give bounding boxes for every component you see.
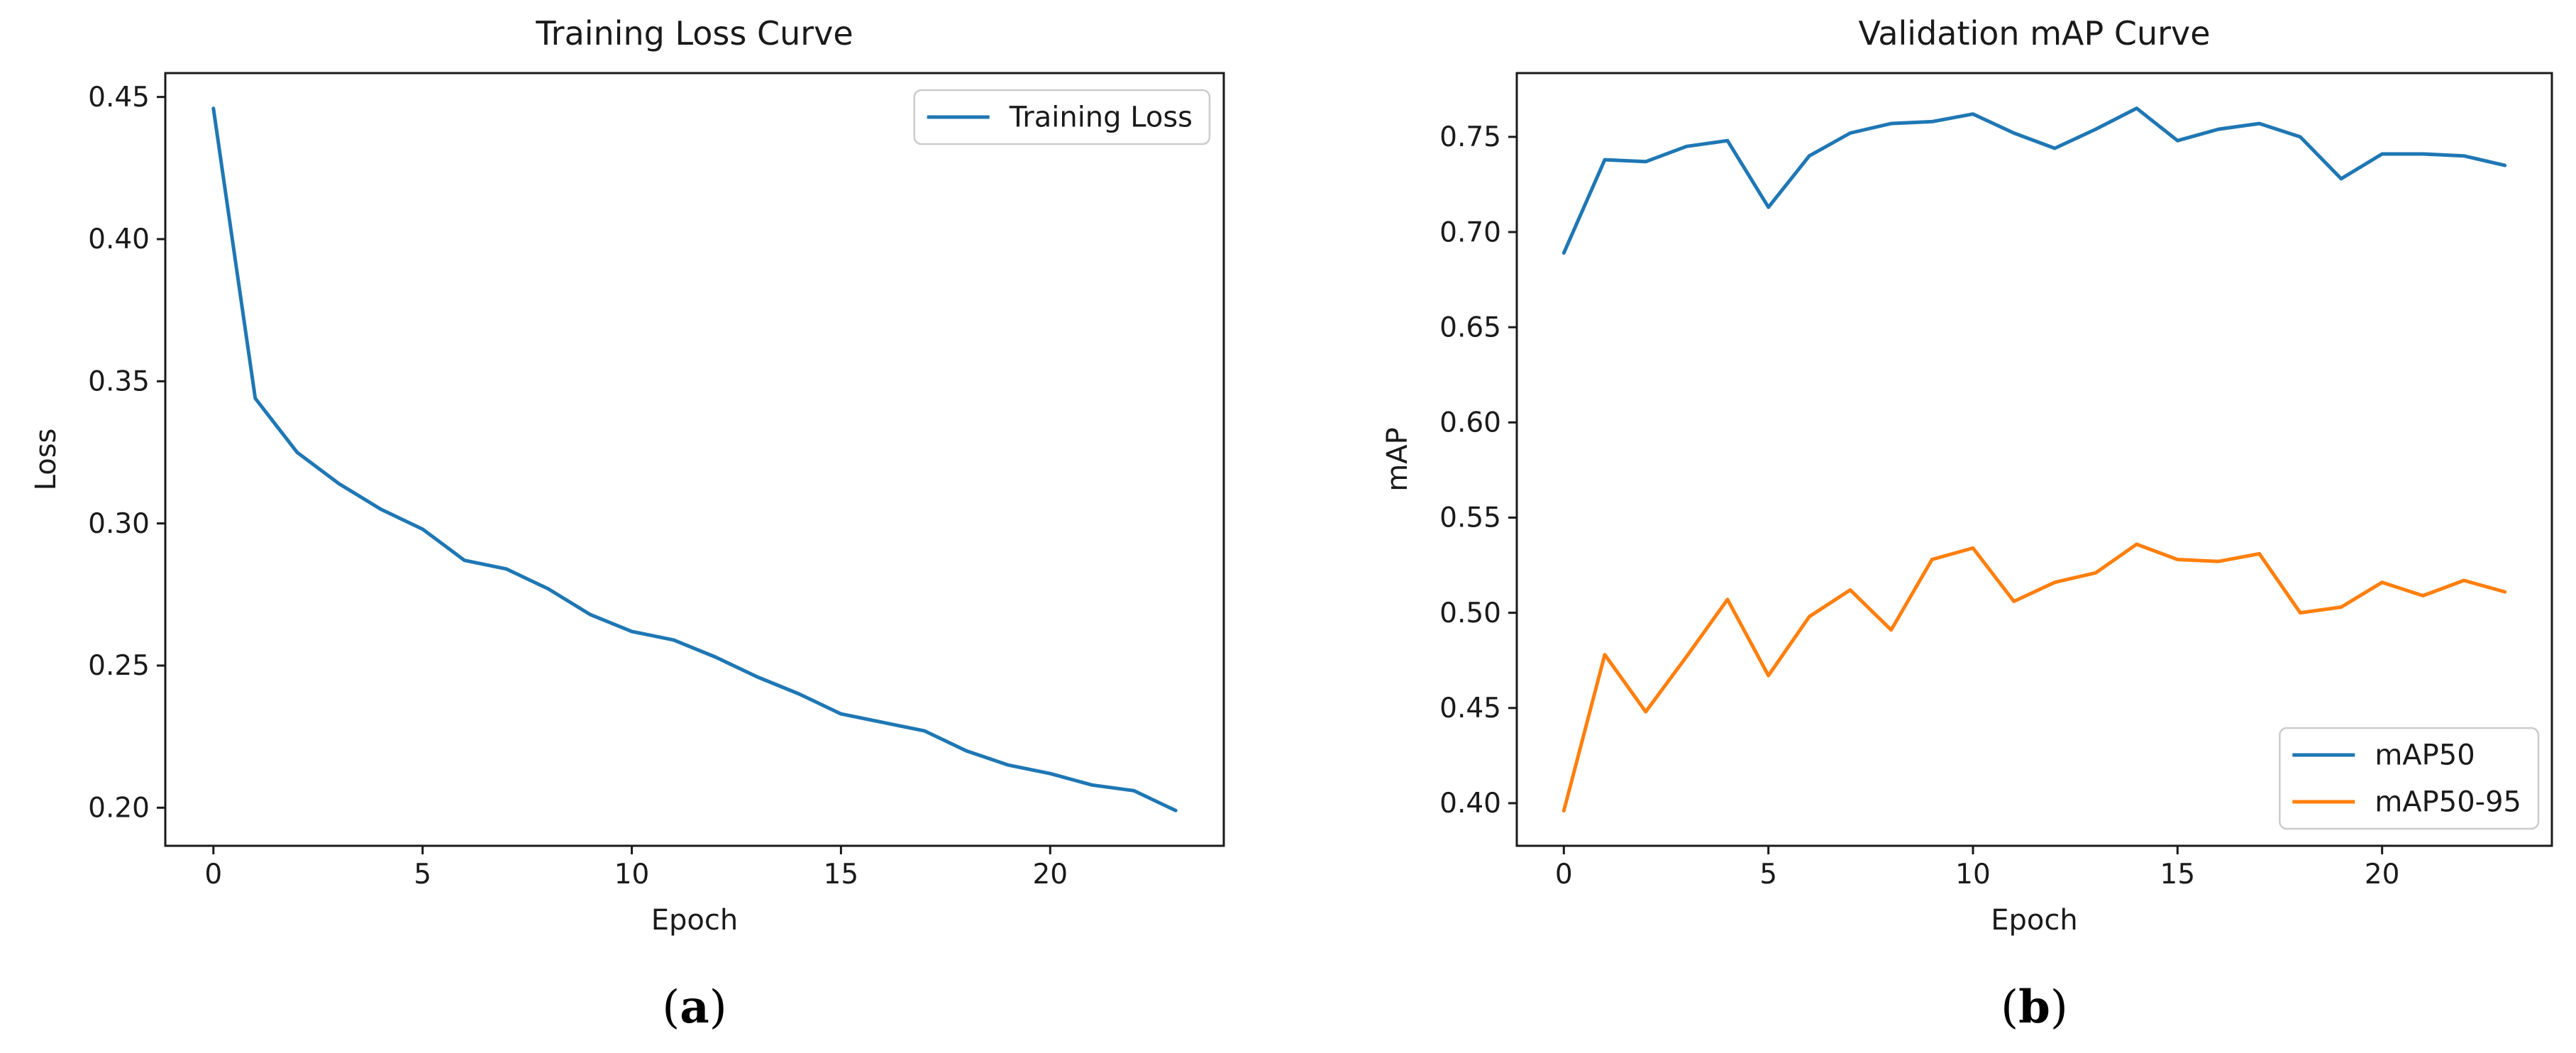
chart-validation-map-curve-legend-label-map50: mAP50 <box>2375 739 2475 772</box>
chart-validation-map-curve-x-axis-label: Epoch <box>1991 904 2077 937</box>
chart-validation-map-curve-x-tick-label: 15 <box>2160 859 2196 891</box>
chart-validation-map-curve-plot-border <box>1515 72 2553 847</box>
chart-training-loss-curve-x-tick-label: 5 <box>414 859 431 891</box>
chart-validation-map-curve-y-tick-label: 0.60 <box>1439 407 1501 439</box>
chart-validation-map-curve-x-tick-label: 5 <box>1759 859 1777 891</box>
caption-a-close-paren: ) <box>709 981 727 1034</box>
chart-validation-map-curve-y-tick-label: 0.40 <box>1439 788 1501 820</box>
chart-training-loss-curve-y-tick-label: 0.40 <box>88 224 150 255</box>
chart-validation-map-curve-x-tick-label: 10 <box>1955 859 1991 891</box>
chart-validation-map-curve-y-axis-label: mAP <box>1381 427 1414 491</box>
chart-validation-map-curve-legend-label-map50-95: mAP50-95 <box>2375 786 2521 819</box>
chart-validation-map-curve-y-tick-label: 0.65 <box>1439 312 1501 343</box>
chart-validation-map-curve-x-tick-label: 20 <box>2365 859 2400 891</box>
chart-training-loss-curve-title: Training Loss Curve <box>535 14 853 53</box>
chart-training-loss-curve-x-tick-label: 0 <box>204 859 222 891</box>
chart-training-loss-curve-legend-box <box>913 89 1211 145</box>
chart-training-loss-curve-plot-border <box>164 72 1225 847</box>
chart-validation-map-curve-title: Validation mAP Curve <box>1858 14 2210 53</box>
chart-validation-map-curve-y-tick-label: 0.45 <box>1439 693 1501 724</box>
chart-training-loss-curve-x-axis-label: Epoch <box>651 904 738 937</box>
chart-training-loss-curve-y-tick-label: 0.35 <box>88 366 150 398</box>
chart-training-loss-curve-x-tick-label: 20 <box>1032 859 1068 891</box>
chart-training-loss-curve-y-axis-label: Loss <box>30 429 62 491</box>
chart-validation-map-curve-x-tick-label: 0 <box>1555 859 1573 891</box>
chart-validation-map-curve-y-tick-label: 0.55 <box>1439 502 1501 534</box>
chart-validation-map-curve-y-tick-label: 0.75 <box>1439 121 1501 153</box>
chart-training-loss-curve-legend-label-training-loss: Training Loss <box>1009 101 1193 134</box>
chart-training-loss-curve-y-tick-label: 0.45 <box>88 82 150 114</box>
caption-a-open-paren: ( <box>662 981 680 1034</box>
caption-a: (a) <box>165 981 1224 1052</box>
chart-training-loss-curve-x-tick-label: 10 <box>614 859 650 891</box>
caption-a-letter: a <box>680 981 709 1034</box>
chart-training-loss-curve-y-tick-label: 0.20 <box>88 793 150 825</box>
caption-b-close-paren: ) <box>2050 981 2068 1034</box>
caption-b-letter: b <box>2018 981 2050 1034</box>
series-line-map50-95 <box>1561 542 2507 813</box>
chart-validation-map-curve-y-tick-label: 0.50 <box>1439 597 1501 629</box>
chart-training-loss-curve-x-tick-label: 15 <box>824 859 859 891</box>
chart-validation-map-curve-y-tick-label: 0.70 <box>1439 216 1501 248</box>
chart-training-loss-curve-y-tick-label: 0.25 <box>88 650 150 682</box>
series-line-training-loss <box>211 106 1178 812</box>
series-line-map50 <box>1561 106 2507 255</box>
chart-training-loss-curve-y-tick-label: 0.30 <box>88 508 150 540</box>
caption-b-open-paren: ( <box>2001 981 2019 1034</box>
caption-b: (b) <box>1517 981 2552 1052</box>
